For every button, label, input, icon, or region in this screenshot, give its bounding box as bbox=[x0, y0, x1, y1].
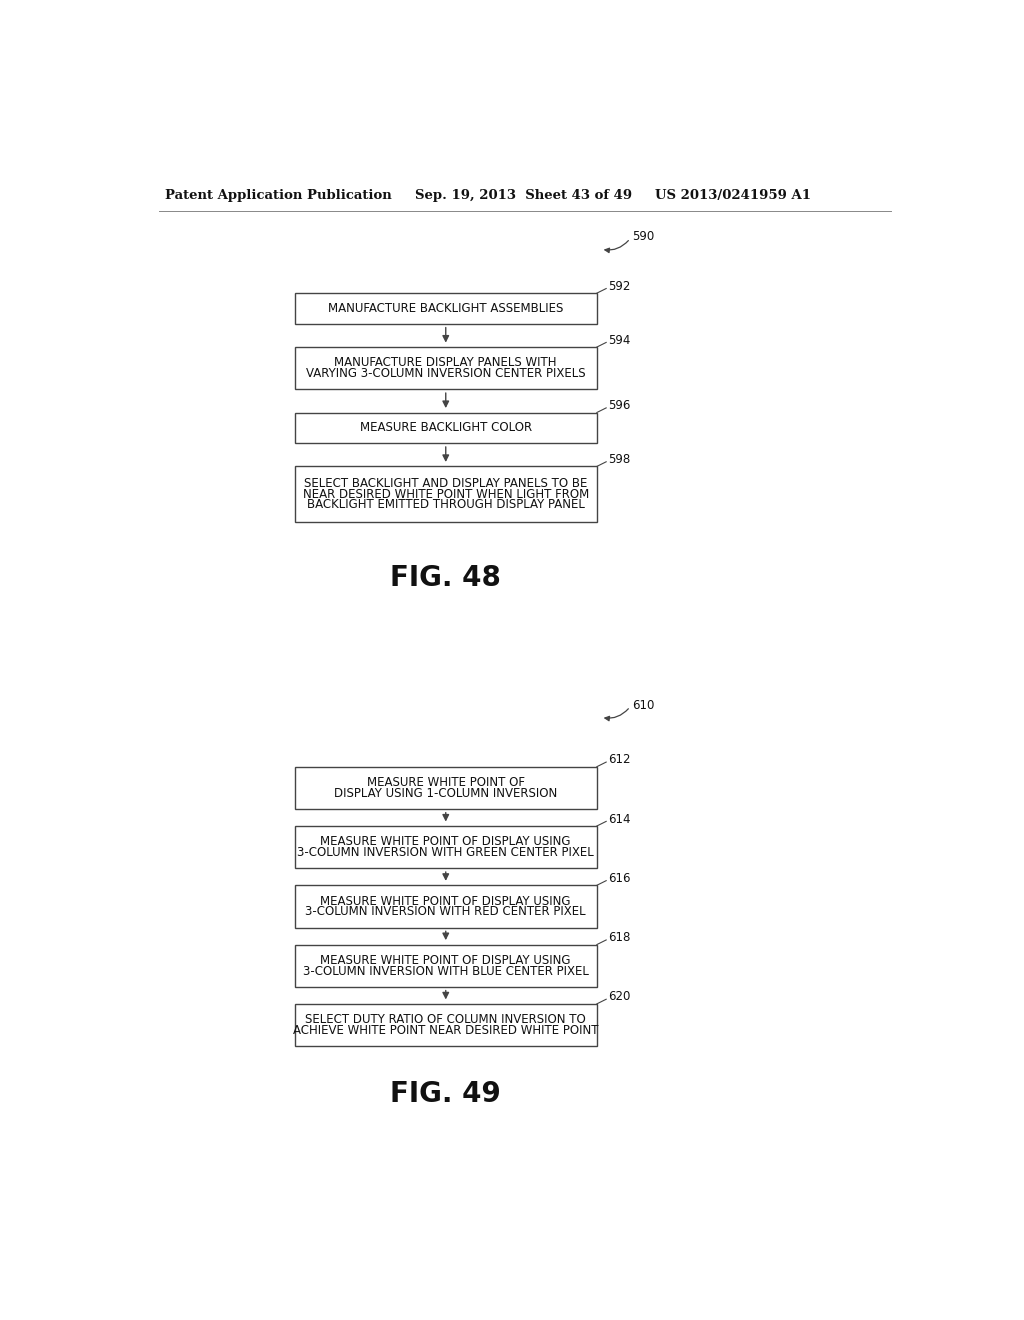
Text: 590: 590 bbox=[632, 231, 654, 243]
FancyBboxPatch shape bbox=[295, 347, 597, 389]
FancyBboxPatch shape bbox=[295, 1003, 597, 1047]
Text: 598: 598 bbox=[607, 453, 630, 466]
Text: SELECT BACKLIGHT AND DISPLAY PANELS TO BE: SELECT BACKLIGHT AND DISPLAY PANELS TO B… bbox=[304, 477, 588, 490]
Text: VARYING 3-COLUMN INVERSION CENTER PIXELS: VARYING 3-COLUMN INVERSION CENTER PIXELS bbox=[306, 367, 586, 380]
Text: 614: 614 bbox=[607, 813, 630, 825]
FancyBboxPatch shape bbox=[295, 945, 597, 987]
Text: 616: 616 bbox=[607, 871, 630, 884]
Text: MEASURE BACKLIGHT COLOR: MEASURE BACKLIGHT COLOR bbox=[359, 421, 531, 434]
Text: MANUFACTURE DISPLAY PANELS WITH: MANUFACTURE DISPLAY PANELS WITH bbox=[335, 356, 557, 370]
Text: US 2013/0241959 A1: US 2013/0241959 A1 bbox=[655, 189, 811, 202]
Text: FIG. 49: FIG. 49 bbox=[390, 1080, 501, 1107]
Text: NEAR DESIRED WHITE POINT WHEN LIGHT FROM: NEAR DESIRED WHITE POINT WHEN LIGHT FROM bbox=[303, 487, 589, 500]
Text: 596: 596 bbox=[607, 399, 630, 412]
FancyBboxPatch shape bbox=[295, 466, 597, 521]
FancyBboxPatch shape bbox=[295, 412, 597, 444]
Text: ACHIEVE WHITE POINT NEAR DESIRED WHITE POINT: ACHIEVE WHITE POINT NEAR DESIRED WHITE P… bbox=[293, 1024, 598, 1038]
Text: 618: 618 bbox=[607, 931, 630, 944]
Text: FIG. 48: FIG. 48 bbox=[390, 564, 501, 593]
Text: BACKLIGHT EMITTED THROUGH DISPLAY PANEL: BACKLIGHT EMITTED THROUGH DISPLAY PANEL bbox=[307, 499, 585, 511]
Text: 610: 610 bbox=[632, 698, 654, 711]
FancyBboxPatch shape bbox=[295, 767, 597, 809]
Text: 620: 620 bbox=[607, 990, 630, 1003]
Text: 3-COLUMN INVERSION WITH RED CENTER PIXEL: 3-COLUMN INVERSION WITH RED CENTER PIXEL bbox=[305, 906, 586, 919]
Text: MANUFACTURE BACKLIGHT ASSEMBLIES: MANUFACTURE BACKLIGHT ASSEMBLIES bbox=[328, 302, 563, 315]
Text: DISPLAY USING 1-COLUMN INVERSION: DISPLAY USING 1-COLUMN INVERSION bbox=[334, 787, 557, 800]
Text: SELECT DUTY RATIO OF COLUMN INVERSION TO: SELECT DUTY RATIO OF COLUMN INVERSION TO bbox=[305, 1014, 586, 1026]
Text: MEASURE WHITE POINT OF DISPLAY USING: MEASURE WHITE POINT OF DISPLAY USING bbox=[321, 954, 571, 966]
Text: Sep. 19, 2013  Sheet 43 of 49: Sep. 19, 2013 Sheet 43 of 49 bbox=[415, 189, 632, 202]
FancyBboxPatch shape bbox=[295, 826, 597, 869]
Text: 612: 612 bbox=[607, 754, 630, 767]
Text: 594: 594 bbox=[607, 334, 630, 347]
Text: 3-COLUMN INVERSION WITH BLUE CENTER PIXEL: 3-COLUMN INVERSION WITH BLUE CENTER PIXE… bbox=[303, 965, 589, 978]
Text: 3-COLUMN INVERSION WITH GREEN CENTER PIXEL: 3-COLUMN INVERSION WITH GREEN CENTER PIX… bbox=[297, 846, 594, 859]
Text: MEASURE WHITE POINT OF: MEASURE WHITE POINT OF bbox=[367, 776, 524, 789]
Text: MEASURE WHITE POINT OF DISPLAY USING: MEASURE WHITE POINT OF DISPLAY USING bbox=[321, 895, 571, 908]
FancyBboxPatch shape bbox=[295, 293, 597, 323]
Text: 592: 592 bbox=[607, 280, 630, 293]
Text: MEASURE WHITE POINT OF DISPLAY USING: MEASURE WHITE POINT OF DISPLAY USING bbox=[321, 836, 571, 849]
Text: Patent Application Publication: Patent Application Publication bbox=[165, 189, 392, 202]
FancyBboxPatch shape bbox=[295, 886, 597, 928]
